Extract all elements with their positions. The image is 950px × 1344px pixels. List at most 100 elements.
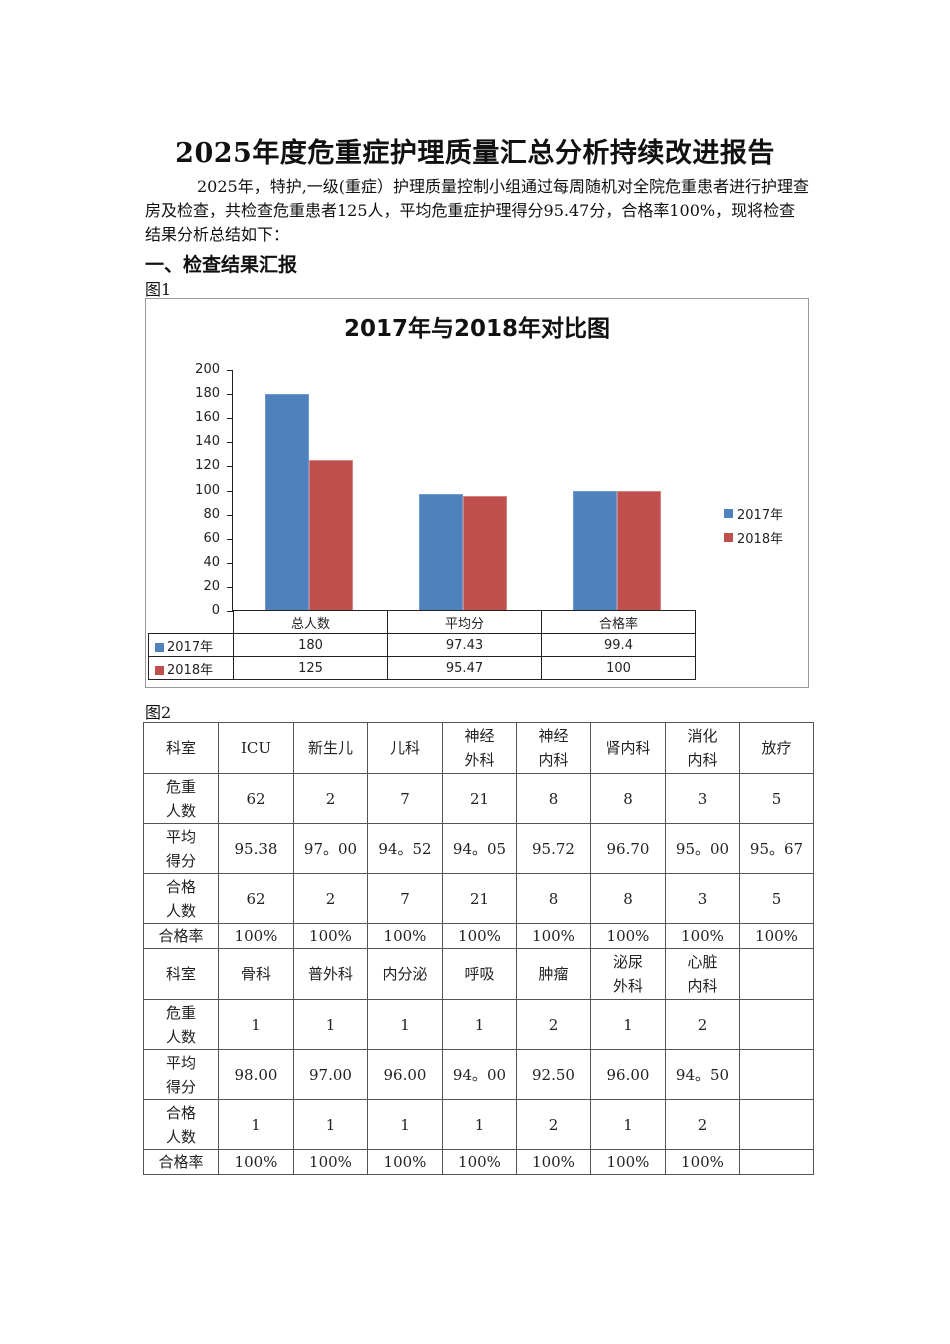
row-label-department: 科室 <box>143 948 219 1000</box>
y-tick-mark <box>227 442 232 444</box>
section-heading-results: 一、检查结果汇报 <box>145 254 298 276</box>
department-name: 神经 内科 <box>516 722 591 774</box>
row-label-department: 科室 <box>143 722 219 774</box>
bar-2017-2 <box>573 491 617 611</box>
y-tick-mark <box>227 586 232 588</box>
y-tick-label: 60 <box>203 530 220 546</box>
figure-1-label: 图1 <box>145 280 172 299</box>
table-cell: 1 <box>367 999 443 1050</box>
table-cell: 96.00 <box>590 1049 666 1100</box>
chart-legend: 2017年 2018年 <box>724 501 783 549</box>
table-cell: 3 <box>665 773 740 824</box>
data-table-series-label: 2017年 <box>148 633 234 657</box>
data-table-cell: 99.4 <box>541 633 696 657</box>
table-cell: 94。50 <box>665 1049 740 1100</box>
row-label: 合格 人数 <box>143 1099 219 1150</box>
department-name: 呼吸 <box>442 948 517 1000</box>
department-name: 新生儿 <box>293 722 368 774</box>
y-tick-label: 160 <box>195 410 220 426</box>
series-label-2017: 2017年 <box>167 639 214 655</box>
data-table-cell: 100 <box>541 656 696 680</box>
series-swatch-2017-icon <box>155 642 164 652</box>
department-name <box>739 948 814 1000</box>
table-cell: 100% <box>665 923 740 949</box>
chart-data-table: 总人数 平均分 合格率 2017年 180 97.43 99.4 2018年 1… <box>148 610 696 680</box>
data-table-corner <box>148 610 234 634</box>
legend-swatch-2017-icon <box>724 508 733 518</box>
data-table-cell: 97.43 <box>387 633 542 657</box>
row-label: 危重 人数 <box>143 999 219 1050</box>
data-table-header-row: 总人数 平均分 合格率 <box>148 610 696 634</box>
table-cell: 1 <box>442 999 517 1050</box>
y-tick-label: 200 <box>195 362 220 377</box>
figure-2-label: 图2 <box>145 703 172 722</box>
department-table-body: 科室 ICU 新生儿 儿科 神经 外科 神经 内科 肾内科 消化 内科 放疗 危重 人数 62 2 7 2… <box>143 722 814 1175</box>
department-name: 肾内科 <box>590 722 666 774</box>
y-tick-label: 180 <box>195 386 220 402</box>
table-cell: 100% <box>516 923 591 949</box>
table-cell: 1 <box>293 999 368 1050</box>
table-cell: 2 <box>665 999 740 1050</box>
table-cell: 100% <box>218 1149 294 1175</box>
table-cell: 62 <box>218 773 294 824</box>
table-cell: 5 <box>739 873 814 924</box>
department-name: 儿科 <box>367 722 443 774</box>
table-cell: 94。52 <box>367 823 443 874</box>
table-cell: 100% <box>367 923 443 949</box>
row-label: 合格 人数 <box>143 873 219 924</box>
y-tick-mark <box>227 418 232 420</box>
intro-paragraph: 2025年，特护,一级(重症）护理质量控制小组通过每周随机对全院危重患者进行护理… <box>145 175 810 247</box>
row-label: 合格率 <box>143 923 219 949</box>
table-cell: 94。05 <box>442 823 517 874</box>
department-name: 肿瘤 <box>516 948 591 1000</box>
table-cell: 100% <box>367 1149 443 1175</box>
y-tick-mark <box>227 538 232 540</box>
legend-item-2018: 2018年 <box>724 525 783 549</box>
bar-2018-2 <box>617 490 661 611</box>
department-stats-table: 科室 ICU 新生儿 儿科 神经 外科 神经 内科 肾内科 消化 内科 放疗 危重 人数 62 2 7 2… <box>143 722 814 1175</box>
department-name: 内分泌 <box>367 948 443 1000</box>
department-data-row: 合格率 100% 100% 100% 100% 100% 100% 100% 100% <box>143 923 814 949</box>
table-cell: 2 <box>293 773 368 824</box>
department-name: ICU <box>218 722 294 774</box>
table-cell: 62 <box>218 873 294 924</box>
table-cell: 21 <box>442 873 517 924</box>
table-cell: 100% <box>293 923 368 949</box>
table-cell: 8 <box>590 773 666 824</box>
table-cell: 8 <box>516 873 591 924</box>
department-data-row: 合格 人数 62 2 7 21 8 8 3 5 <box>143 873 814 924</box>
table-cell: 100% <box>218 923 294 949</box>
department-data-row: 平均 得分 98.00 97.00 96.00 94。00 92.50 96.00 94。50 <box>143 1049 814 1100</box>
data-table-cell: 180 <box>233 633 388 657</box>
table-cell: 96.00 <box>367 1049 443 1100</box>
legend-label-2017: 2017年 <box>737 507 784 523</box>
table-cell: 100% <box>665 1149 740 1175</box>
data-table-row-2018: 2018年 125 95.47 100 <box>148 656 696 680</box>
department-data-row: 危重 人数 62 2 7 21 8 8 3 5 <box>143 773 814 824</box>
row-label: 平均 得分 <box>143 1049 219 1100</box>
table-cell: 5 <box>739 773 814 824</box>
table-cell: 1 <box>218 1099 294 1150</box>
y-tick-label: 20 <box>203 578 220 594</box>
legend-item-2017: 2017年 <box>724 501 783 525</box>
data-table-cell: 125 <box>233 656 388 680</box>
table-cell: 3 <box>665 873 740 924</box>
department-name: 普外科 <box>293 948 368 1000</box>
table-cell: 95.72 <box>516 823 591 874</box>
bar-2018-1 <box>463 495 507 611</box>
row-label: 平均 得分 <box>143 823 219 874</box>
table-cell: 1 <box>590 999 666 1050</box>
bar-2017-1 <box>419 493 463 611</box>
y-tick-mark <box>227 466 232 468</box>
department-data-row: 平均 得分 95.38 97。00 94。52 94。05 95.72 96.70 95。00… <box>143 823 814 874</box>
table-cell: 92.50 <box>516 1049 591 1100</box>
row-label: 危重 人数 <box>143 773 219 824</box>
y-tick-label: 140 <box>195 434 220 450</box>
department-name: 心脏 内科 <box>665 948 740 1000</box>
table-cell: 97。00 <box>293 823 368 874</box>
department-data-row: 危重 人数 1 1 1 1 2 1 2 <box>143 999 814 1050</box>
data-table-category: 合格率 <box>541 610 696 634</box>
table-cell: 8 <box>590 873 666 924</box>
table-cell: 95。67 <box>739 823 814 874</box>
department-name: 放疗 <box>739 722 814 774</box>
